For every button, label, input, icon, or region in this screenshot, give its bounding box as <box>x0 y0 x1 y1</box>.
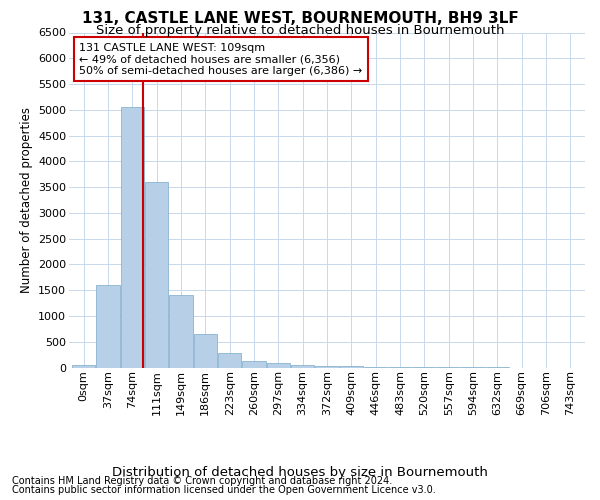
Bar <box>72 365 95 368</box>
Bar <box>97 285 119 368</box>
Bar <box>121 107 144 368</box>
Text: Distribution of detached houses by size in Bournemouth: Distribution of detached houses by size … <box>112 466 488 479</box>
Bar <box>291 365 314 368</box>
Bar <box>242 361 266 368</box>
Bar <box>364 367 387 368</box>
Y-axis label: Number of detached properties: Number of detached properties <box>20 107 32 293</box>
Bar <box>316 366 338 368</box>
Text: 131, CASTLE LANE WEST, BOURNEMOUTH, BH9 3LF: 131, CASTLE LANE WEST, BOURNEMOUTH, BH9 … <box>82 11 518 26</box>
Text: Contains HM Land Registry data © Crown copyright and database right 2024.: Contains HM Land Registry data © Crown c… <box>12 476 392 486</box>
Text: 131 CASTLE LANE WEST: 109sqm
← 49% of detached houses are smaller (6,356)
50% of: 131 CASTLE LANE WEST: 109sqm ← 49% of de… <box>79 42 362 76</box>
Bar <box>169 296 193 368</box>
Bar <box>145 182 168 368</box>
Text: Size of property relative to detached houses in Bournemouth: Size of property relative to detached ho… <box>96 24 504 37</box>
Text: Contains public sector information licensed under the Open Government Licence v3: Contains public sector information licen… <box>12 485 436 495</box>
Bar <box>194 334 217 368</box>
Bar <box>267 364 290 368</box>
Bar <box>218 353 241 368</box>
Bar <box>340 366 363 368</box>
